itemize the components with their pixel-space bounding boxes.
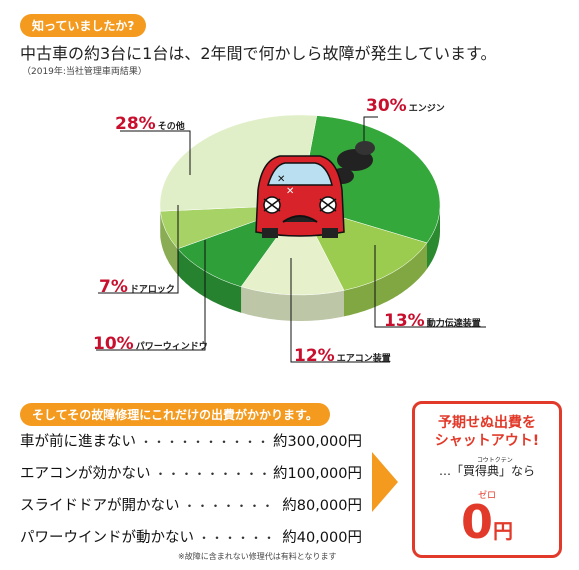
leader-drivetrain [374, 245, 486, 328]
repair-row: スライドドアが開かない ・・・・・・・・・・・・・・・・・・・・ 約80,000… [20, 494, 362, 515]
arrow-right-icon [372, 452, 398, 512]
pie-slice-side [241, 286, 344, 321]
intro-badge: 知っていましたか? [20, 14, 147, 37]
repair-cost: 約40,000円 [282, 530, 362, 546]
repair-issue: 車が前に進まない [20, 434, 136, 450]
dot-leader: ・・・・・・・・・・・・・・・・・・・・ [198, 531, 278, 545]
pie-slice-side [427, 205, 440, 269]
repair-row: 車が前に進まない ・・・・・・・・・・・・・・・・・・・・ 約300,000円 [20, 430, 362, 451]
pie-slice [240, 204, 345, 296]
broken-car-icon: ✕ ✕ [255, 141, 375, 238]
repair-issue: スライドドアが開かない [20, 498, 180, 514]
repair-issue: エアコンが効かない [20, 466, 151, 482]
pie-slice-side [160, 211, 178, 275]
label-other: 28% その他 [115, 114, 185, 134]
leader-engine [363, 116, 378, 148]
repairs-badge: そしてその故障修理にこれだけの出費がかかります。 [20, 403, 330, 426]
promo-box: 予期せぬ出費を シャットアウト! コウトクテン …「買得典」なら ゼロ 0円 [412, 401, 562, 558]
leader-aircon [290, 258, 390, 363]
promo-title: 予期せぬ出費を シャットアウト! [434, 415, 540, 449]
leader-other [120, 130, 191, 175]
dot-leader: ・・・・・・・・・・・・・・・・・・・・ [154, 467, 270, 481]
zero-ruby: ゼロ [477, 491, 496, 501]
dot-leader: ・・・・・・・・・・・・・・・・・・・・ [183, 499, 279, 513]
headline: 中古車の約3台に1台は、2年間で何かしら故障が発生しています。 [20, 44, 497, 63]
pie-slice-side [177, 248, 242, 313]
label-doorlock: 7% ドアロック [99, 277, 175, 297]
label-engine: 30% エンジン [366, 96, 445, 116]
leader-doorlock [98, 205, 179, 294]
repair-row: パワーウインドが動かない ・・・・・・・・・・・・・・・・・・・・ 約40,00… [20, 526, 362, 547]
product-text: …「買得典」なら [438, 464, 535, 478]
repair-row: エアコンが効かない ・・・・・・・・・・・・・・・・・・・・ 約100,000円 [20, 462, 362, 483]
label-aircon: 12% エアコン装置 [294, 346, 391, 366]
label-drivetrain: 13% 動力伝達装置 [384, 311, 481, 331]
source-note: （2019年:当社管理車両結果） [22, 67, 147, 77]
svg-text:✕: ✕ [277, 174, 285, 185]
repair-cost: 約300,000円 [273, 434, 362, 450]
pie-slice-side [344, 242, 427, 317]
footnote: ※故障に含まれない修理代は有料となります [178, 552, 337, 561]
repair-issue: パワーウインドが動かない [20, 530, 194, 546]
dot-leader: ・・・・・・・・・・・・・・・・・・・・ [140, 435, 270, 449]
zero-yen: 0円 [460, 495, 513, 549]
repair-cost: 約80,000円 [282, 498, 362, 514]
repair-cost: 約100,000円 [273, 466, 362, 482]
product-ruby: コウトクテン [477, 457, 513, 464]
pie-chart: ✕ ✕ [96, 114, 486, 363]
leader-powerwindow [96, 240, 206, 351]
label-powerwindow: 10% パワーウィンドウ [93, 334, 208, 354]
svg-text:✕: ✕ [286, 186, 294, 197]
